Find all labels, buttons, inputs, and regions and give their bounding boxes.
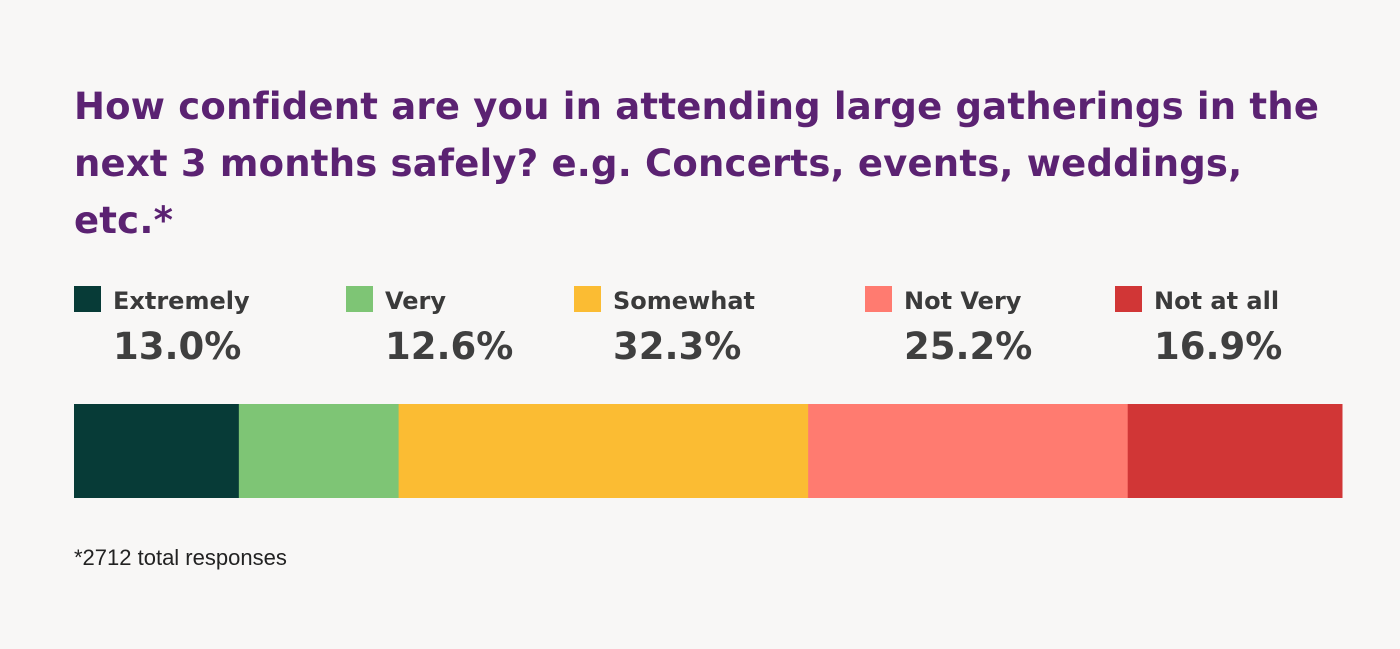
legend-label-not-at-all: Not at all — [1154, 287, 1280, 315]
legend-swatch-somewhat — [574, 286, 601, 312]
bar-segment-not-very — [808, 404, 1129, 498]
chart-title: How confident are you in attending large… — [74, 85, 1320, 242]
legend-label-extremely: Extremely — [113, 287, 250, 315]
legend-swatch-extremely — [74, 286, 101, 312]
data-label-extremely: 13.0% — [113, 325, 242, 368]
legend-label-very: Very — [385, 287, 447, 315]
data-label-somewhat: 32.3% — [613, 325, 742, 368]
footnote: *2712 total responses — [74, 545, 287, 570]
legend-swatch-very — [346, 286, 373, 312]
data-label-not-at-all: 16.9% — [1154, 325, 1283, 368]
data-label-very: 12.6% — [385, 325, 514, 368]
legend-swatch-not-at-all — [1115, 286, 1142, 312]
legend: Extremely 13.0% Very 12.6% Somewhat 32.3… — [74, 286, 1283, 368]
bar-segment-extremely — [74, 404, 240, 498]
bar-segment-somewhat — [398, 404, 809, 498]
bar-segment-not-at-all — [1127, 404, 1343, 498]
legend-label-not-very: Not Very — [904, 287, 1022, 315]
data-label-not-very: 25.2% — [904, 325, 1033, 368]
bar-segment-very — [238, 404, 400, 498]
legend-swatch-not-very — [865, 286, 892, 312]
legend-label-somewhat: Somewhat — [613, 287, 755, 315]
